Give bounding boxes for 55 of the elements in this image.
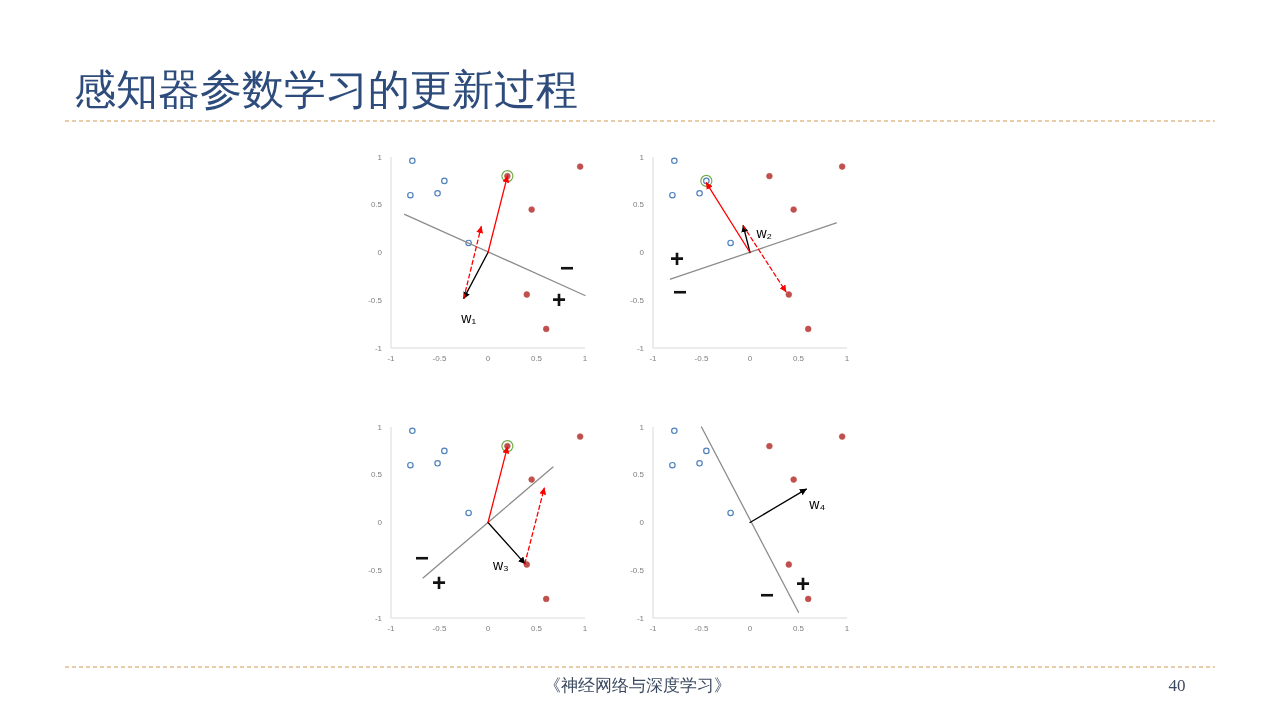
x-tick-label: 0 xyxy=(747,353,753,363)
x-tick-label: 1 xyxy=(582,623,588,633)
annotation: − xyxy=(672,277,688,305)
x-tick-label: 0 xyxy=(485,353,491,363)
y-tick-label: 1 xyxy=(377,152,383,162)
x-tick-label: -1 xyxy=(387,353,396,363)
y-tick-label: 1 xyxy=(377,422,383,432)
x-tick-label: -0.5 xyxy=(694,353,709,363)
x-tick-label: 1 xyxy=(844,623,850,633)
x-tick-label: 1 xyxy=(582,353,588,363)
y-tick-label: 0 xyxy=(639,518,645,527)
annotation: + xyxy=(669,244,685,272)
x-tick-label: 1 xyxy=(844,353,850,363)
y-tick-label: 0.5 xyxy=(632,470,645,480)
annotation: + xyxy=(551,285,567,313)
x-tick-label: -1 xyxy=(649,623,658,633)
y-tick-label: 0 xyxy=(639,248,645,257)
x-tick-label: 0.5 xyxy=(530,623,543,633)
annotation: − xyxy=(414,543,430,571)
annotation: − xyxy=(559,253,575,281)
y-tick-label: -1 xyxy=(636,613,645,623)
annotation: + xyxy=(431,568,447,596)
x-tick-label: -1 xyxy=(387,623,396,633)
x-tick-label: 0.5 xyxy=(530,353,543,363)
y-tick-label: 0.5 xyxy=(370,470,383,480)
x-tick-label: -0.5 xyxy=(432,623,447,633)
y-tick-label: -0.5 xyxy=(368,295,383,305)
x-tick-label: 0 xyxy=(747,623,753,633)
series-label: w₁ xyxy=(460,310,477,327)
y-tick-label: 0 xyxy=(377,518,383,527)
x-tick-label: 0 xyxy=(485,623,491,633)
annotation: − xyxy=(759,580,775,608)
x-tick-label: -0.5 xyxy=(694,623,709,633)
y-tick-label: -1 xyxy=(374,613,383,623)
y-tick-label: 1 xyxy=(639,152,645,162)
y-tick-label: -0.5 xyxy=(630,565,645,575)
series-label: w₃ xyxy=(491,556,509,573)
x-tick-label: -0.5 xyxy=(432,353,447,363)
x-tick-label: 0.5 xyxy=(792,623,805,633)
series-label: w₄ xyxy=(808,496,826,513)
y-tick-label: 0 xyxy=(377,248,383,257)
text: 《神经网络与深度学习》 xyxy=(543,675,731,695)
y-tick-label: 1 xyxy=(639,422,645,432)
y-tick-label: -1 xyxy=(636,343,645,353)
x-tick-label: -1 xyxy=(649,353,658,363)
x-tick-label: 0.5 xyxy=(792,353,805,363)
y-tick-label: 0.5 xyxy=(370,200,383,210)
y-tick-label: 0.5 xyxy=(632,200,645,210)
series-label: w₂ xyxy=(755,224,772,241)
text: 40 xyxy=(1168,675,1186,695)
annotation: + xyxy=(795,569,811,597)
y-tick-label: -0.5 xyxy=(368,565,383,575)
y-tick-label: -0.5 xyxy=(630,295,645,305)
y-tick-label: -1 xyxy=(374,343,383,353)
chart-title: 感知器参数学习的更新过程 xyxy=(74,66,578,113)
